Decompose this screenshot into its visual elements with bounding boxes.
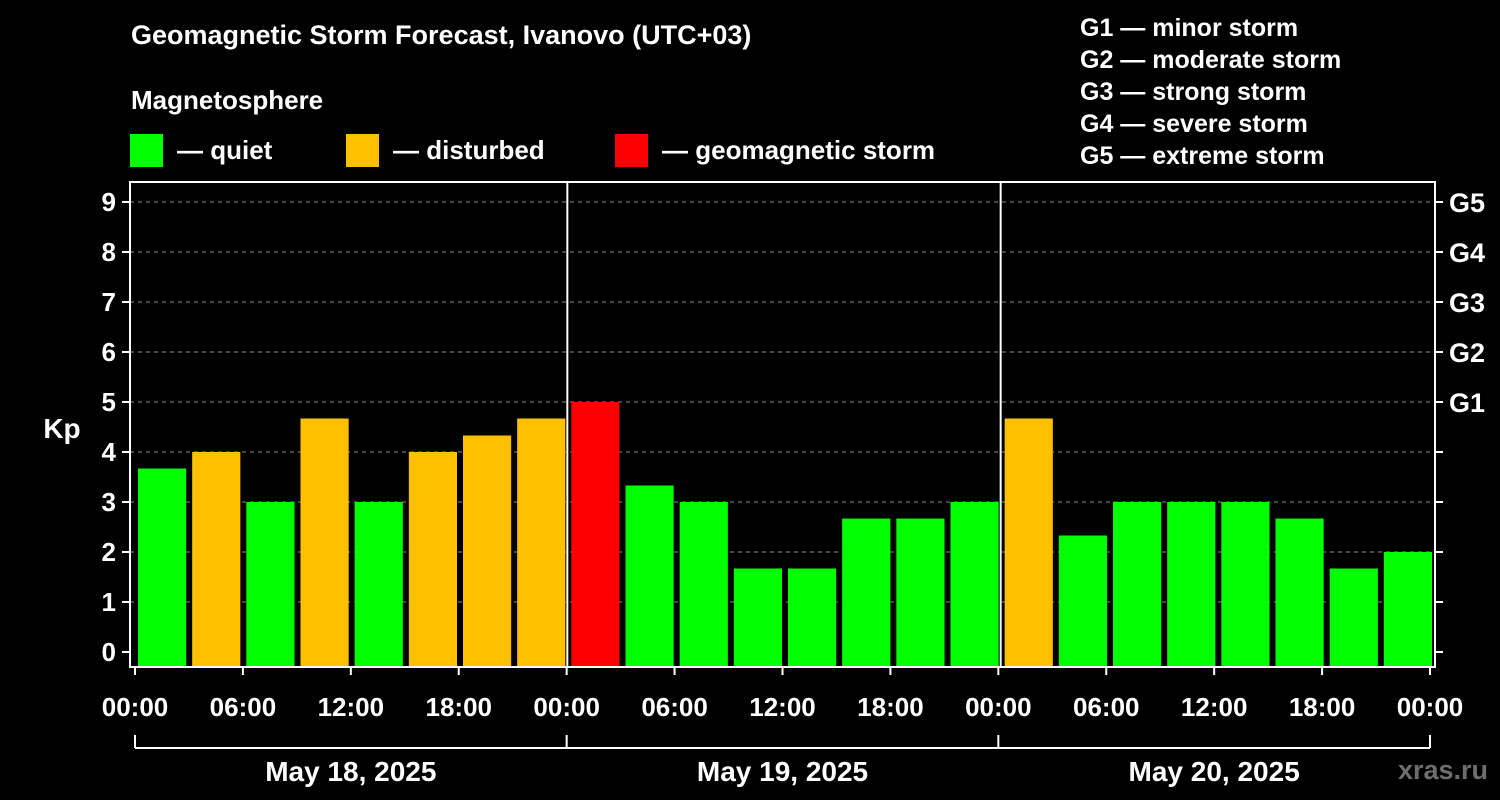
y-axis-label: Kp	[43, 413, 80, 444]
legend-storm-swatch	[615, 133, 648, 167]
y-tick-label: 4	[102, 437, 117, 467]
x-tick-label: 18:00	[1289, 692, 1356, 722]
x-tick-label: 18:00	[426, 692, 493, 722]
day-label: May 19, 2025	[697, 756, 868, 787]
kp-bar	[300, 418, 349, 667]
kp-bar	[571, 402, 620, 667]
kp-bar	[138, 468, 187, 667]
g-scale-g1: G1 — minor storm	[1080, 14, 1299, 42]
x-tick-label: 12:00	[749, 692, 816, 722]
x-tick-label: 00:00	[965, 692, 1032, 722]
y-tick-label: 5	[102, 387, 116, 417]
chart-title: Geomagnetic Storm Forecast, Ivanovo (UTC…	[131, 20, 752, 50]
day-label: May 18, 2025	[265, 756, 436, 787]
g-level-label: G2	[1449, 338, 1485, 368]
magnetosphere-subtitle: Magnetosphere	[131, 85, 324, 115]
legend-quiet-swatch	[130, 133, 163, 167]
kp-bar	[408, 452, 457, 667]
y-tick-label: 0	[102, 637, 116, 667]
x-tick-label: 18:00	[857, 692, 924, 722]
x-tick-label: 12:00	[1181, 692, 1248, 722]
g-level-label: G3	[1449, 288, 1485, 318]
kp-bar	[625, 485, 674, 667]
x-tick-label: 06:00	[1073, 692, 1140, 722]
g-scale-g4: G4 — severe storm	[1080, 110, 1308, 138]
legend-storm-label: — geomagnetic storm	[662, 134, 936, 165]
y-tick-label: 3	[102, 487, 116, 517]
kp-bar	[517, 418, 566, 667]
g-scale-g2: G2 — moderate storm	[1080, 46, 1342, 74]
kp-bar	[1058, 535, 1107, 667]
x-tick-label: 00:00	[533, 692, 600, 722]
y-tick-label: 7	[102, 287, 116, 317]
legend-disturbed: — disturbed	[346, 133, 545, 167]
kp-bar	[354, 502, 403, 667]
legend-storm: — geomagnetic storm	[615, 133, 935, 167]
kp-bar	[463, 435, 512, 667]
x-tick-label: 12:00	[318, 692, 385, 722]
kp-bar	[192, 452, 241, 667]
x-tick-label: 06:00	[210, 692, 277, 722]
g-scale-g3: G3 — strong storm	[1080, 78, 1307, 106]
kp-bar	[950, 502, 999, 667]
kp-bar	[788, 568, 837, 667]
legend-quiet: — quiet	[130, 133, 272, 167]
y-tick-label: 8	[102, 237, 116, 267]
kp-bar	[1167, 502, 1216, 667]
kp-bar	[1329, 568, 1378, 667]
y-tick-label: 6	[102, 337, 116, 367]
y-tick-label: 9	[102, 187, 116, 217]
g-scale-legend: G1 — minor storm G2 — moderate storm G3 …	[1080, 12, 1341, 172]
legend-disturbed-swatch	[346, 133, 379, 167]
kp-bar	[896, 518, 945, 667]
kp-bar	[1275, 518, 1324, 667]
x-tick-label: 00:00	[1397, 692, 1464, 722]
g-scale-g5: G5 — extreme storm	[1080, 142, 1325, 170]
kp-bar	[1383, 552, 1432, 667]
y-tick-label: 2	[102, 537, 116, 567]
g-level-label: G1	[1449, 388, 1485, 418]
kp-bar	[733, 568, 782, 667]
kp-bar	[842, 518, 891, 667]
day-label: May 20, 2025	[1129, 756, 1300, 787]
kp-bar	[1113, 502, 1162, 667]
y-tick-label: 1	[102, 587, 116, 617]
kp-bar	[246, 502, 295, 667]
x-tick-label: 06:00	[641, 692, 708, 722]
x-tick-label: 00:00	[102, 692, 169, 722]
kp-bar	[679, 502, 728, 667]
legend-quiet-label: — quiet	[177, 134, 273, 165]
kp-bar	[1004, 418, 1053, 667]
g-level-label: G4	[1449, 238, 1485, 268]
legend-disturbed-label: — disturbed	[393, 134, 545, 165]
watermark: xras.ru	[1397, 755, 1488, 785]
kp-bar	[1221, 502, 1270, 667]
g-level-label: G5	[1449, 188, 1485, 218]
